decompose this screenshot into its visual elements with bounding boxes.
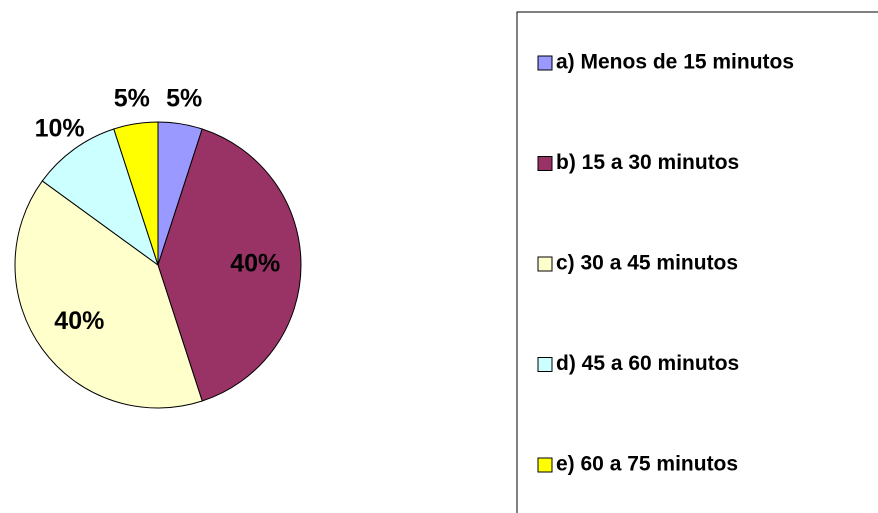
legend-label: c) 30 a 45 minutos: [556, 252, 738, 275]
legend-swatch: [537, 156, 553, 171]
legend-label: d) 45 a 60 minutos: [556, 352, 739, 375]
data-label: 10%: [35, 114, 85, 142]
legend-label: b) 15 a 30 minutos: [556, 151, 739, 174]
data-label: 5%: [166, 84, 202, 112]
legend-swatch: [537, 457, 553, 473]
data-label: 40%: [54, 307, 104, 335]
data-label: 5%: [114, 84, 150, 112]
legend-swatch: [537, 256, 553, 272]
legend-label: e) 60 a 75 minutos: [556, 453, 738, 476]
pie-slice: [14, 180, 203, 409]
legend-box: [516, 11, 878, 513]
pie-slice: [113, 121, 159, 266]
legend-label: a) Menos de 15 minutos: [556, 51, 794, 74]
data-label: 40%: [230, 250, 280, 278]
pie-slice: [41, 128, 159, 267]
legend-swatch: [537, 357, 553, 372]
pie-slice: [157, 128, 302, 402]
legend-swatch: [537, 55, 553, 71]
